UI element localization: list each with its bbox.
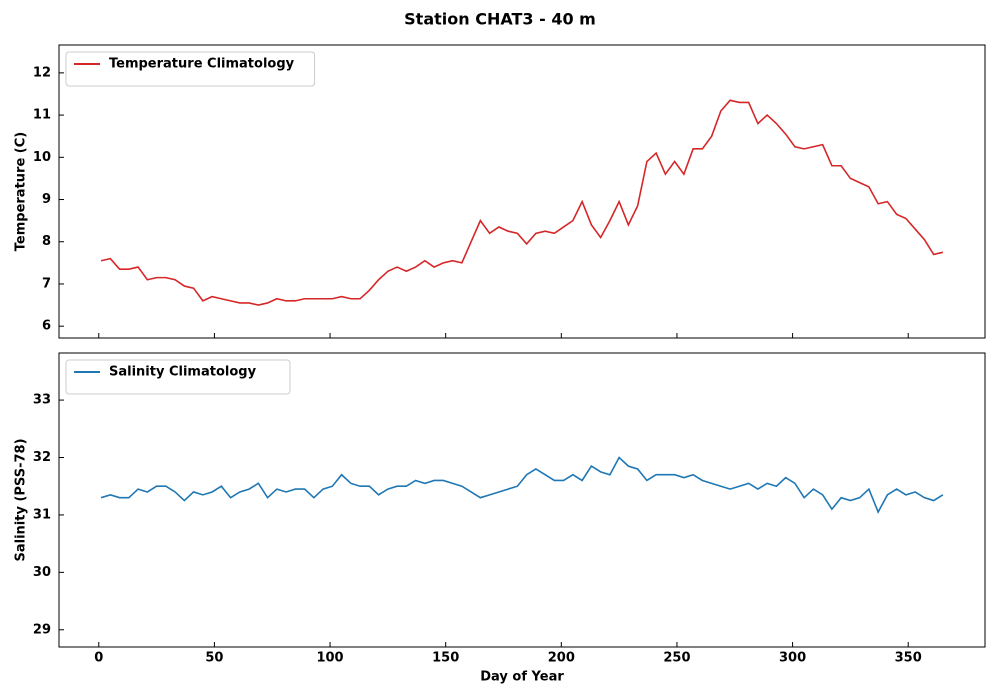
legend-label: Temperature Climatology bbox=[109, 57, 295, 72]
y-tick-label: 7 bbox=[42, 276, 51, 291]
y-tick-label: 8 bbox=[42, 234, 51, 249]
y-tick-label: 9 bbox=[42, 192, 51, 207]
y-tick-label: 29 bbox=[33, 622, 51, 637]
y-tick-label: 11 bbox=[33, 108, 51, 123]
legend-box bbox=[65, 51, 316, 87]
x-tick-label: 0 bbox=[94, 651, 103, 666]
y-axis-label: Salinity (PSS-78) bbox=[14, 438, 29, 561]
y-tick-label: 33 bbox=[33, 393, 51, 408]
legend-label: Salinity Climatology bbox=[109, 365, 257, 380]
plot-frame bbox=[58, 44, 986, 339]
x-tick-label: 150 bbox=[432, 651, 459, 666]
x-tick-label: 300 bbox=[779, 651, 806, 666]
data-line bbox=[100, 99, 944, 306]
x-tick-label: 250 bbox=[663, 651, 690, 666]
y-tick-label: 31 bbox=[33, 507, 51, 522]
y-tick-label: 6 bbox=[42, 319, 51, 334]
data-line bbox=[100, 456, 944, 514]
plot-frame bbox=[58, 352, 986, 648]
y-tick-label: 10 bbox=[33, 150, 51, 165]
figure-title: Station CHAT3 - 40 m bbox=[404, 10, 596, 29]
x-tick-label: 200 bbox=[548, 651, 575, 666]
y-tick-label: 30 bbox=[33, 565, 51, 580]
y-tick-label: 32 bbox=[33, 450, 51, 465]
y-tick-label: 12 bbox=[33, 65, 51, 80]
x-tick-label: 350 bbox=[895, 651, 922, 666]
x-axis-label: Day of Year bbox=[480, 670, 564, 685]
x-tick-label: 50 bbox=[205, 651, 223, 666]
legend-box bbox=[65, 359, 291, 395]
x-tick-label: 100 bbox=[316, 651, 343, 666]
y-axis-label: Temperature (C) bbox=[14, 132, 29, 251]
